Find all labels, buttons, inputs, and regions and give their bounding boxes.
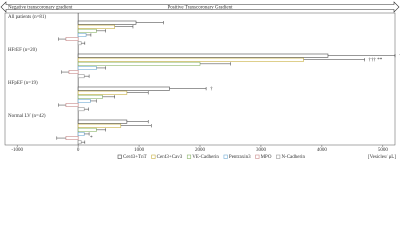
legend-label: VE-Cadherin xyxy=(192,155,219,160)
legend-swatch xyxy=(186,154,192,159)
chart: Negative transcoronary gradient Positive… xyxy=(0,1,400,160)
bar xyxy=(77,57,304,62)
category-label: HFrEF (n=20) xyxy=(8,48,37,53)
bar xyxy=(77,132,85,136)
x-tick-label: 2000 xyxy=(195,148,206,153)
bar xyxy=(77,53,329,58)
bar xyxy=(65,136,79,140)
header-left: Negative transcoronary gradient xyxy=(8,5,73,10)
legend-swatch xyxy=(117,154,122,159)
legend-swatch xyxy=(276,154,281,159)
bar xyxy=(77,74,85,79)
x-tick-label: 5000 xyxy=(378,148,389,153)
bar xyxy=(77,94,103,99)
bar xyxy=(77,32,87,37)
bar xyxy=(77,119,128,124)
bar xyxy=(77,90,128,95)
annotation: ††† ** xyxy=(369,58,383,63)
bar xyxy=(77,107,85,112)
annotation: * xyxy=(90,136,93,141)
bar xyxy=(68,70,79,75)
bar xyxy=(77,127,97,132)
header-right: Positive Transcoronary Gradient xyxy=(168,5,234,10)
legend-label: MPO xyxy=(261,155,272,160)
x-tick-label: 3000 xyxy=(256,148,267,153)
bar xyxy=(77,41,82,46)
legend-label: Cer43+Cav3 xyxy=(157,155,183,160)
legend-label: Cer43+TnT xyxy=(123,155,147,160)
bar xyxy=(77,61,201,66)
x-tick-label: 4000 xyxy=(317,148,328,153)
gradient-arrow xyxy=(0,1,400,13)
category-label: Normal LV (n=42) xyxy=(8,114,46,119)
bar xyxy=(77,140,82,145)
bar xyxy=(77,66,97,70)
legend-label: Pentraxin3 xyxy=(229,155,251,160)
bar xyxy=(65,37,79,42)
x-tick-label: -1000 xyxy=(11,148,23,153)
category-label: HFpEF (n=19) xyxy=(8,81,38,86)
category-label: All patients (n=81) xyxy=(8,15,46,20)
bar xyxy=(77,99,91,103)
legend-label: N-Cadherin xyxy=(281,155,305,160)
bar xyxy=(77,20,137,25)
bar xyxy=(77,28,97,33)
bar xyxy=(77,123,122,128)
legend-swatch xyxy=(255,154,260,159)
bar xyxy=(77,24,115,29)
bar xyxy=(65,103,79,108)
plot-frame xyxy=(4,12,396,146)
legend-swatch xyxy=(223,154,228,159)
x-axis-label: [Vesicles/ μL] xyxy=(368,155,396,160)
annotation: † xyxy=(210,87,213,92)
legend-swatch xyxy=(151,154,156,159)
bar xyxy=(77,86,170,91)
x-tick-label: 1000 xyxy=(134,148,145,153)
x-tick-label: 0 xyxy=(77,148,80,153)
